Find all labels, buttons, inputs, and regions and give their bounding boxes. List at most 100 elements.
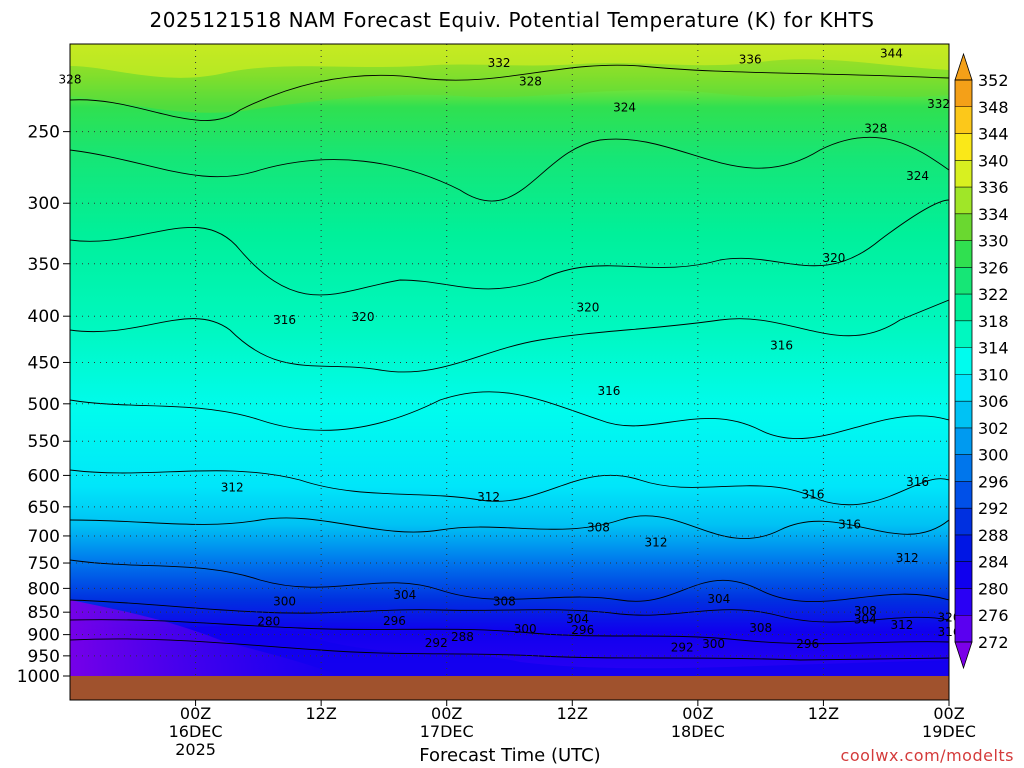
contour-label: 280 bbox=[257, 614, 280, 628]
x-axis-title: Forecast Time (UTC) bbox=[419, 745, 601, 766]
contour-label: 304 bbox=[393, 588, 416, 602]
colorbar-cell bbox=[955, 401, 972, 428]
colorbar-label: 292 bbox=[978, 499, 1009, 518]
colorbar-label: 310 bbox=[978, 365, 1009, 384]
low-coldest-pool bbox=[70, 600, 340, 676]
contour-label: 300 bbox=[702, 637, 725, 651]
colorbar-cell bbox=[955, 106, 972, 134]
colorbar-cell bbox=[955, 347, 972, 375]
contour-label: 320 bbox=[352, 310, 375, 324]
contour-label: 308 bbox=[493, 594, 516, 608]
x-tick-label: 12Z bbox=[305, 704, 336, 723]
colorbar-cell bbox=[955, 320, 972, 348]
x-tick-label: 2025 bbox=[175, 740, 216, 759]
contour-label: 296 bbox=[571, 623, 594, 637]
colorbar-cell bbox=[955, 561, 972, 589]
contour-label: 312 bbox=[896, 551, 919, 565]
contour-label: 312 bbox=[477, 490, 500, 504]
contour-label: 288 bbox=[451, 630, 474, 644]
contour-label: 304 bbox=[854, 613, 877, 627]
x-tick-label: 16DEC bbox=[169, 722, 223, 741]
y-tick-label: 900 bbox=[28, 626, 60, 646]
colorbar-cell bbox=[955, 374, 972, 402]
x-tick-label: 00Z bbox=[180, 704, 211, 723]
colorbar-label: 334 bbox=[978, 205, 1009, 224]
colorbar-cell bbox=[955, 213, 972, 241]
y-tick-label: 400 bbox=[28, 307, 60, 327]
colorbar-extend-bottom bbox=[954, 641, 973, 670]
contour-label: 312 bbox=[645, 536, 668, 550]
colorbar-label: 340 bbox=[978, 151, 1009, 170]
contour-label: 316 bbox=[273, 313, 296, 327]
contour-label: 324 bbox=[906, 169, 929, 183]
colorbar-label: 318 bbox=[978, 312, 1009, 331]
x-tick-label: 00Z bbox=[933, 704, 964, 723]
colorbar-label: 300 bbox=[978, 446, 1009, 465]
y-tick-label: 850 bbox=[28, 603, 60, 623]
plot-frame bbox=[69, 43, 950, 701]
y-tick-label: 750 bbox=[28, 554, 60, 574]
x-tick-label: 00Z bbox=[431, 704, 462, 723]
x-tick-label: 18DEC bbox=[671, 722, 725, 741]
colorbar-cell bbox=[955, 508, 972, 535]
contour-label: 304 bbox=[566, 612, 589, 626]
colorbar-label: 272 bbox=[978, 633, 1009, 652]
colorbar-label: 348 bbox=[978, 98, 1009, 117]
contour-label: 308 bbox=[587, 520, 610, 534]
colorbar-label: 288 bbox=[978, 526, 1009, 545]
contour-label: 328 bbox=[519, 74, 542, 88]
colorbar-label: 276 bbox=[978, 606, 1009, 625]
contour-label: 332 bbox=[488, 56, 511, 70]
colorbar-label: 330 bbox=[978, 232, 1009, 251]
y-gridlines bbox=[70, 131, 949, 657]
colorbar-label: 302 bbox=[978, 419, 1009, 438]
contour-label: 300 bbox=[514, 622, 537, 636]
contour-label: 296 bbox=[383, 614, 406, 628]
colorbar-cell bbox=[955, 80, 972, 107]
contour-label: 300 bbox=[273, 594, 296, 608]
contour-label: 312 bbox=[890, 618, 913, 632]
colorbar-cell bbox=[955, 588, 972, 616]
colorbar-cell bbox=[955, 240, 972, 268]
colorbar: 272 276 280 284 288 292 296 300 302 306 310 314 318 3… bbox=[954, 52, 1009, 670]
y-tick-label: 700 bbox=[28, 527, 60, 547]
field-background bbox=[70, 44, 949, 676]
y-tick-label: 600 bbox=[28, 466, 60, 486]
y-tick-label: 650 bbox=[28, 498, 60, 518]
contour-label: 324 bbox=[613, 100, 636, 114]
colorbar-label: 336 bbox=[978, 178, 1009, 197]
colorbar-cell bbox=[955, 160, 972, 188]
colorbar-cell bbox=[955, 454, 972, 482]
contour-label: 308 bbox=[854, 604, 877, 618]
colorbar-extend-top bbox=[954, 52, 973, 81]
contour-label: 304 bbox=[707, 592, 730, 606]
y-tick-label: 350 bbox=[28, 255, 60, 275]
colorbar-cell bbox=[955, 294, 972, 321]
colorbar-cell bbox=[955, 534, 972, 562]
y-tick-label: 450 bbox=[28, 353, 60, 373]
y-tick-label: 950 bbox=[28, 647, 60, 667]
credit-label: coolwx.com/modelts bbox=[840, 746, 1014, 765]
y-tick-label: 800 bbox=[28, 579, 60, 599]
colorbar-label: 284 bbox=[978, 553, 1009, 572]
x-tick-label: 19DEC bbox=[922, 722, 976, 741]
colorbar-cell bbox=[955, 427, 972, 455]
colorbar-label: 326 bbox=[978, 258, 1009, 277]
page-title: 2025121518 NAM Forecast Equiv. Potential… bbox=[149, 8, 875, 32]
contour-label: 320 bbox=[822, 251, 845, 265]
colorbar-cell bbox=[955, 267, 972, 295]
contour-label: 316 bbox=[770, 338, 793, 352]
contour-label: 344 bbox=[880, 47, 903, 61]
x-tick-label: 12Z bbox=[557, 704, 588, 723]
ground-strip bbox=[70, 676, 949, 700]
colorbar-label: 306 bbox=[978, 392, 1009, 411]
colorbar-cell bbox=[955, 133, 972, 161]
upper-hot-band bbox=[70, 44, 949, 78]
colorbar-label: 314 bbox=[978, 339, 1009, 358]
colorbar-label: 352 bbox=[978, 71, 1009, 90]
y-tick-label: 250 bbox=[28, 123, 60, 143]
y-tick-label: 1000 bbox=[17, 667, 60, 687]
contour-label: 296 bbox=[796, 637, 819, 651]
